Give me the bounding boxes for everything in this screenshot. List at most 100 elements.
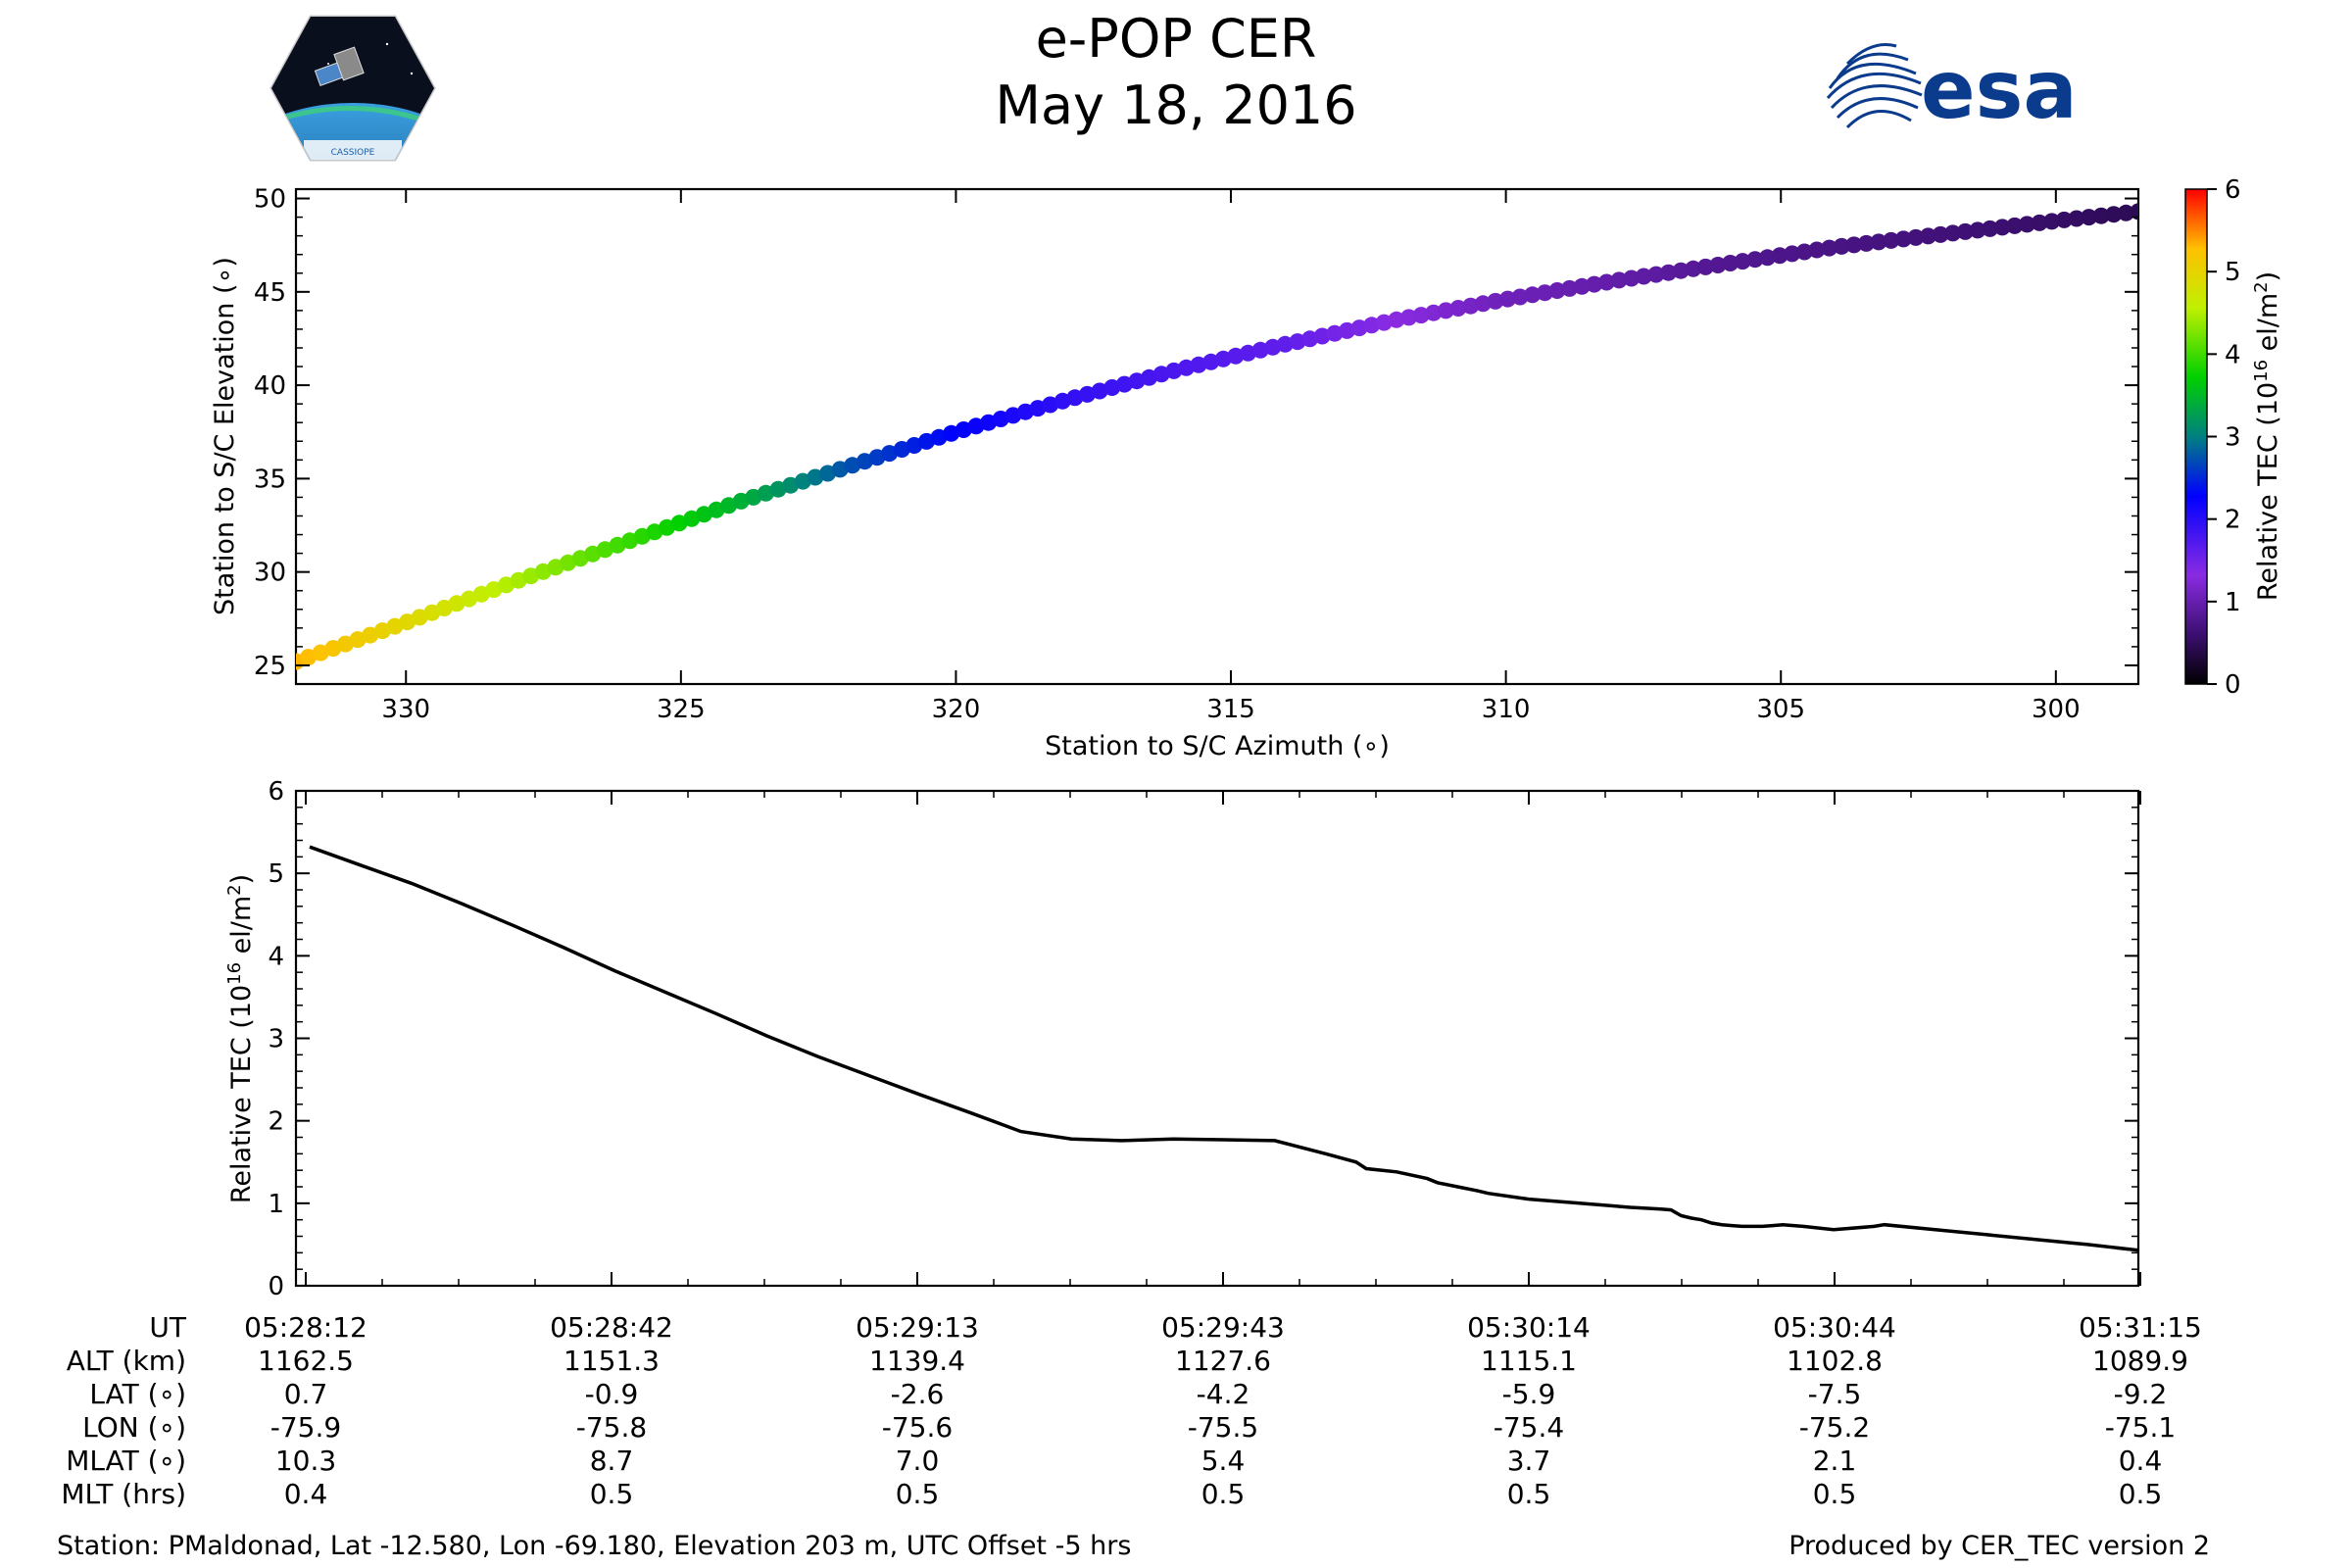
table-cell-alt: 1139.4 — [869, 1345, 965, 1377]
table-cell-ut: 05:28:12 — [244, 1311, 368, 1344]
table-cell-mlt: 0.5 — [589, 1478, 634, 1510]
track-point — [1795, 243, 1813, 261]
table-cell-mlat: 0.4 — [2118, 1445, 2163, 1477]
track-point — [2006, 217, 2024, 234]
table-cell-lat: -4.2 — [1196, 1378, 1250, 1410]
track-point — [1610, 271, 1628, 289]
y-tick-label: 3 — [268, 1025, 284, 1054]
track-point — [1894, 230, 1912, 248]
table-row-label: LAT (∘) — [89, 1378, 186, 1410]
track-point — [1388, 311, 1405, 328]
track-point — [1437, 302, 1454, 319]
y-tick-label: 1 — [268, 1190, 284, 1219]
x-tick-label: 305 — [1756, 695, 1805, 724]
table-row-label: LON (∘) — [82, 1411, 186, 1444]
table-cell-mlt: 0.5 — [1200, 1478, 1246, 1510]
track-point — [1944, 224, 1962, 242]
scatter-axis-ticks: 330 325 320 315 310 305 300 25 30 35 40 45 50 — [254, 185, 2138, 724]
table-cell-mlat: 2.1 — [1812, 1445, 1857, 1477]
table-row-label: UT — [149, 1311, 186, 1344]
colorbar-tick-label: 0 — [2225, 670, 2241, 700]
track-point — [1709, 257, 1727, 273]
track-point — [1907, 228, 1925, 246]
table-cell-ut: 05:28:42 — [550, 1311, 673, 1344]
table-cell-alt: 1115.1 — [1481, 1345, 1577, 1377]
track-point — [1449, 300, 1467, 317]
track-point — [1784, 245, 1801, 263]
esa-logo-text: esa — [1921, 44, 2078, 137]
track-point — [1982, 220, 1999, 237]
track-point — [1400, 309, 1418, 326]
x-tick-label: 315 — [1206, 695, 1255, 724]
track-point — [1685, 260, 1702, 277]
colorbar-tick-label: 6 — [2225, 175, 2241, 205]
track-point — [1635, 268, 1652, 285]
track-point — [1425, 304, 1443, 321]
track-point — [1313, 327, 1331, 345]
table-cell-lon: -75.5 — [1187, 1411, 1259, 1444]
track-point — [1821, 239, 1838, 257]
table-cell-alt: 1089.9 — [2092, 1345, 2188, 1377]
track-point — [2081, 209, 2097, 226]
track-point — [1524, 286, 1542, 304]
track-point — [1734, 253, 1751, 270]
table-cell-lat: -2.6 — [890, 1378, 945, 1410]
table-cell-lon: -75.1 — [2104, 1411, 2177, 1444]
table-cell-alt: 1102.8 — [1787, 1345, 1883, 1377]
track-point — [1474, 295, 1492, 313]
station-info: Station: PMaldonad, Lat -12.580, Lon -69… — [57, 1531, 1132, 1561]
table-row-label: MLT (hrs) — [61, 1478, 186, 1510]
y-tick-label: 2 — [268, 1107, 284, 1137]
table-cell-alt: 1127.6 — [1175, 1345, 1271, 1377]
scatter-xlabel: Station to S/C Azimuth (∘) — [1045, 731, 1390, 761]
table-cell-ut: 05:30:44 — [1773, 1311, 1896, 1344]
track-point — [1845, 236, 1863, 254]
track-point — [1561, 279, 1579, 297]
table-cell-mlat: 3.7 — [1506, 1445, 1551, 1477]
table-cell-mlt: 0.5 — [1812, 1478, 1857, 1510]
track-point — [1375, 314, 1393, 331]
table-cell-lat: -5.9 — [1501, 1378, 1556, 1410]
x-tick-label: 330 — [381, 695, 430, 724]
table-row-label: ALT (km) — [66, 1345, 186, 1377]
table-cell-mlat: 10.3 — [274, 1445, 337, 1477]
esa-globe-icon — [1826, 39, 1924, 137]
track-point — [1573, 277, 1591, 295]
scatter-ylabel: Station to S/C Elevation (∘) — [210, 257, 240, 615]
esa-logo: esa — [1826, 39, 2078, 137]
y-tick-label: 6 — [268, 777, 284, 807]
table-cell-mlat: 5.4 — [1200, 1445, 1246, 1477]
track-point — [2117, 204, 2134, 221]
producer-info: Produced by CER_TEC version 2 — [1788, 1531, 2210, 1561]
track-point — [1499, 290, 1516, 308]
table-cell-mlt: 0.5 — [1506, 1478, 1551, 1510]
colorbar-ticks: 0 1 2 3 4 5 6 — [2207, 175, 2241, 700]
line-plot-frame — [294, 789, 2140, 1288]
x-tick-label: 325 — [657, 695, 706, 724]
colorbar-tick-label: 3 — [2225, 423, 2241, 453]
track-point — [1462, 297, 1480, 315]
track-point — [1536, 284, 1553, 302]
track-point — [2055, 211, 2073, 228]
track-point — [1920, 227, 1936, 245]
table-cell-ut: 05:31:15 — [2079, 1311, 2202, 1344]
table-cell-alt: 1162.5 — [258, 1345, 354, 1377]
track-point — [2068, 210, 2085, 227]
track-point — [1808, 241, 1826, 259]
track-point — [1771, 247, 1788, 265]
y-tick-label: 45 — [254, 278, 286, 308]
track-point — [2092, 207, 2110, 224]
track-point — [1511, 288, 1529, 306]
track-point — [2043, 213, 2061, 230]
table-cell-mlt: 0.4 — [283, 1478, 328, 1510]
track-point — [1956, 222, 1974, 240]
table-cell-lon: -75.6 — [881, 1411, 954, 1444]
colorbar-tick-label: 2 — [2225, 506, 2241, 535]
track-point — [1870, 233, 1887, 251]
x-tick-label: 300 — [2032, 695, 2081, 724]
track-point — [1993, 219, 2011, 236]
table-cell-ut: 05:30:14 — [1467, 1311, 1591, 1344]
table-cell-lat: -7.5 — [1807, 1378, 1862, 1410]
table-cell-mlat: 7.0 — [895, 1445, 940, 1477]
track-point — [2105, 206, 2123, 223]
